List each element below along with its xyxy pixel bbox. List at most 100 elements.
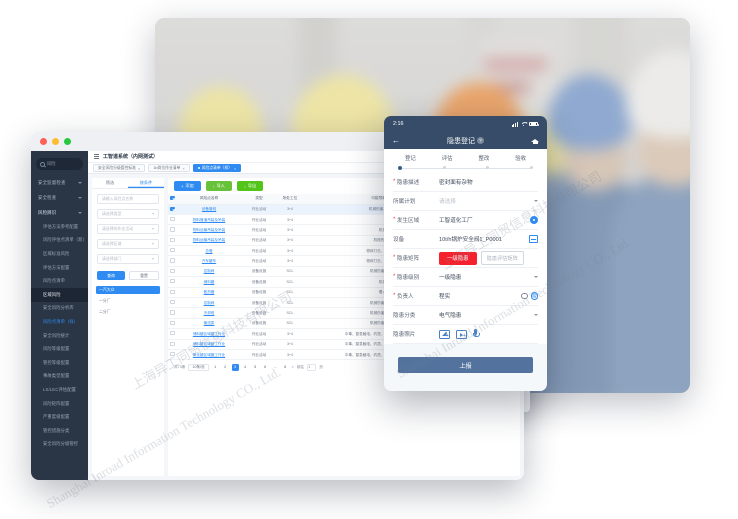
row-select-cell[interactable] xyxy=(168,214,177,226)
tree-node[interactable]: 二分厂 xyxy=(99,309,111,314)
sidebar-item[interactable]: 管控措施分类 xyxy=(31,424,88,438)
next-page-icon[interactable]: > xyxy=(291,365,294,370)
page-number[interactable]: 5 xyxy=(254,365,257,370)
risk-name-link[interactable]: 物料运输吊装及吊装 xyxy=(192,238,226,243)
field-value[interactable]: 电气隐患 xyxy=(439,311,538,319)
sidebar-item[interactable]: 严重度级配置 xyxy=(31,410,88,424)
cell-risk-name[interactable]: 物料运输吊装及吊装 xyxy=(177,224,241,236)
sidebar-item[interactable]: 风险等级配置 xyxy=(31,342,88,356)
form-row[interactable]: 隐患分类 电气隐患 xyxy=(393,306,538,325)
sidebar-item[interactable]: 区域标准风险 xyxy=(31,247,88,261)
stepper-label[interactable]: 验收 xyxy=(515,156,527,162)
gear-icon[interactable] xyxy=(521,292,528,300)
tab-item[interactable]: 安全风险分级管控标准 × xyxy=(93,164,146,172)
filter-tab[interactable]: 筛选 xyxy=(105,180,115,185)
audio-record-icon[interactable] xyxy=(472,329,480,339)
cell-risk-name[interactable]: 氧化罐区域罐工作业 xyxy=(177,349,241,361)
sidebar-item[interactable]: 管控等级配置 xyxy=(31,356,88,370)
risk-name-link[interactable]: 总管 xyxy=(205,248,213,253)
minimize-window-button[interactable] xyxy=(52,138,59,145)
sidebar-item[interactable]: 安全风险分级管控 xyxy=(31,438,88,452)
cell-risk-name[interactable]: 冷却塔 xyxy=(177,307,241,319)
row-checkbox[interactable] xyxy=(170,331,175,336)
cell-risk-name[interactable]: 物料运输吊装及吊装 xyxy=(177,235,241,247)
field-value[interactable]: + + + xyxy=(439,329,538,339)
risk-name-link[interactable]: 散热器 xyxy=(203,290,215,295)
cell-risk-name[interactable]: 总管 xyxy=(177,245,241,257)
stepper-label[interactable]: 整改 xyxy=(478,156,490,162)
cell-risk-name[interactable]: 储料罐 xyxy=(177,276,241,288)
risk-name-link[interactable]: 物料运输吊装及吊装 xyxy=(192,227,226,232)
form-row[interactable]: 所属计划 请选择 xyxy=(393,192,538,211)
tree-node[interactable]: 一分厂 xyxy=(99,298,111,303)
sidebar-item[interactable]: 风险点清单（样） xyxy=(31,315,88,329)
form-row[interactable]: * 隐患描述 密封面有杂物 xyxy=(393,173,538,192)
row-checkbox[interactable] xyxy=(170,289,175,294)
menu-toggle-icon[interactable] xyxy=(94,154,99,159)
form-row[interactable]: 设备 10t/h锅炉安全阀1_P0001 xyxy=(393,230,538,249)
cell-risk-name[interactable]: 储料罐区域罐工作业 xyxy=(177,339,241,350)
cell-risk-name[interactable]: 汽车罐车 xyxy=(177,255,241,267)
filter-select[interactable]: 请选择的作业活动 xyxy=(97,224,159,234)
submit-button[interactable]: 上报 xyxy=(398,357,533,373)
search-button[interactable]: 查询 xyxy=(97,271,125,280)
form-row[interactable]: * 负责人 程实 @ xyxy=(393,287,538,306)
chevron-down-icon[interactable] xyxy=(534,314,538,316)
question-mark-icon[interactable]: ? xyxy=(477,137,484,144)
row-checkbox[interactable] xyxy=(170,279,175,284)
row-select-cell[interactable] xyxy=(168,276,177,288)
risk-name-link[interactable]: 输送泵 xyxy=(203,321,215,326)
row-select-cell[interactable] xyxy=(168,287,177,299)
import-button[interactable]: ↑ 导入 xyxy=(205,181,232,191)
close-icon[interactable]: × xyxy=(137,165,141,171)
sidebar-group[interactable]: 安全检查 xyxy=(31,190,88,205)
home-icon[interactable] xyxy=(531,137,539,145)
field-value[interactable]: 程实 @ xyxy=(439,292,538,300)
cell-risk-name[interactable]: 散热器 xyxy=(177,287,241,299)
cell-risk-name[interactable]: 储料罐区域罐工作业 xyxy=(177,328,241,340)
cell-risk-name[interactable]: 控制阀 xyxy=(177,266,241,278)
sidebar-group[interactable]: 风险辨识 xyxy=(31,205,88,220)
field-value[interactable]: 10t/h锅炉安全阀1_P0001 xyxy=(439,235,538,243)
filter-select[interactable]: 请选择区域 xyxy=(97,239,159,249)
tree-node[interactable]: 一汽大众 xyxy=(96,286,160,294)
map-pin-icon[interactable] xyxy=(530,216,538,224)
tab-item[interactable]: 风险点清单（样） × xyxy=(192,164,242,172)
sidebar-item[interactable]: 安全风险分析库 xyxy=(31,302,88,316)
goto-page-input[interactable]: 1 xyxy=(307,363,317,372)
filter-tab[interactable]: 按条件 xyxy=(128,178,164,188)
row-checkbox[interactable] xyxy=(170,341,175,346)
risk-name-link[interactable]: 氧化罐区域罐工作业 xyxy=(192,352,226,357)
row-select-cell[interactable] xyxy=(168,235,177,247)
close-icon[interactable]: × xyxy=(182,165,185,171)
page-number[interactable]: 3 xyxy=(231,363,239,371)
risk-name-link[interactable]: 控制阀 xyxy=(203,269,215,274)
row-checkbox[interactable] xyxy=(170,320,175,326)
stepper-label[interactable]: 评估 xyxy=(441,156,453,162)
reset-button[interactable]: 重置 xyxy=(129,271,159,280)
risk-name-link[interactable]: 储料罐区域罐工作业 xyxy=(192,342,226,347)
row-select-cell[interactable] xyxy=(168,349,177,361)
row-checkbox[interactable] xyxy=(170,352,175,357)
sidebar-search[interactable]: 风险 xyxy=(36,158,83,170)
maximize-window-button[interactable] xyxy=(64,138,71,145)
row-checkbox[interactable] xyxy=(170,227,175,232)
tab-item[interactable]: 1b岗位作业清单 × xyxy=(148,164,190,172)
row-checkbox[interactable] xyxy=(170,237,175,242)
row-select-cell[interactable] xyxy=(168,307,177,319)
filter-input[interactable]: 请输入风险点名称 xyxy=(97,194,159,204)
back-arrow-icon[interactable]: ← xyxy=(392,135,400,145)
row-checkbox[interactable] xyxy=(170,300,175,305)
select-all-checkbox[interactable] xyxy=(170,196,175,201)
close-icon[interactable]: × xyxy=(234,165,237,171)
select-all-cell[interactable] xyxy=(168,194,177,205)
row-select-cell[interactable] xyxy=(168,204,177,215)
field-value[interactable]: 一级隐患 xyxy=(439,273,538,281)
row-checkbox[interactable] xyxy=(170,258,175,263)
cell-risk-name[interactable]: 物料管道吊装及吊装 xyxy=(177,214,241,226)
row-checkbox[interactable] xyxy=(170,248,175,253)
sidebar-group[interactable]: 安全监督检查 xyxy=(31,175,88,190)
form-row[interactable]: 隐患照片 + + + xyxy=(393,325,538,344)
row-select-cell[interactable] xyxy=(168,255,177,267)
row-checkbox[interactable] xyxy=(170,216,175,222)
